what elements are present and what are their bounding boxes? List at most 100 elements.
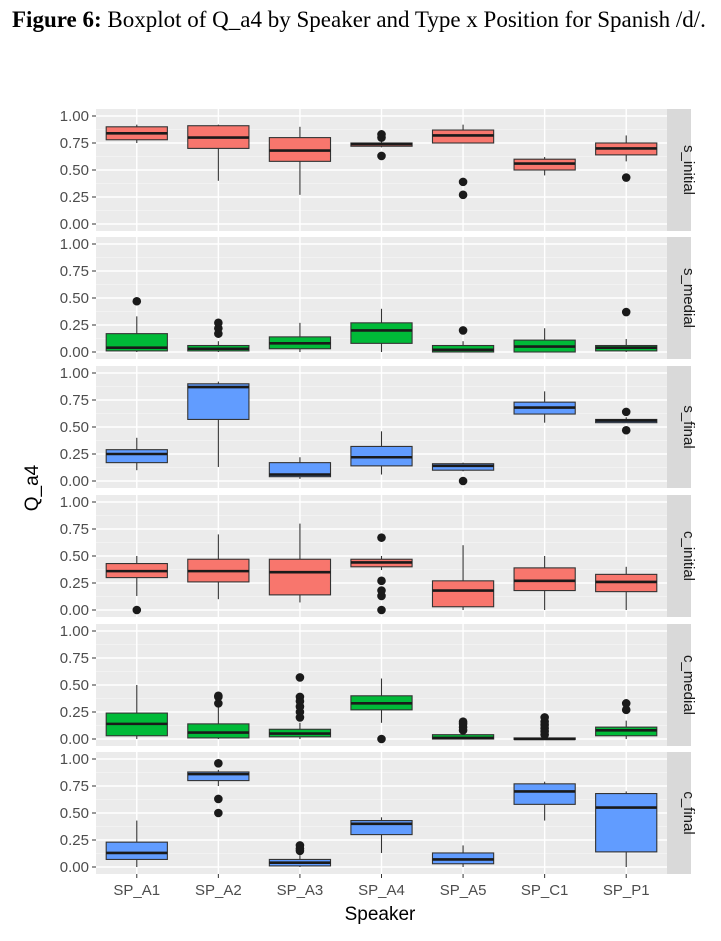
figure-caption: Figure 6: Boxplot of Q_a4 by Speaker and… <box>12 4 712 35</box>
y-tick-label: 0.75 <box>60 778 89 795</box>
y-tick-label: 0.50 <box>60 419 89 436</box>
facet-c_initial: 0.00 0.25 0.50 0.75 1.00 c_initial <box>60 494 697 619</box>
box-SP_A4 <box>350 308 413 352</box>
facet-strip-label: c_medial <box>680 655 697 715</box>
box-SP_A1 <box>105 124 168 143</box>
box-SP_A3 <box>268 523 332 603</box>
facet-c_medial: 0.00 0.25 0.50 0.75 1.00 c_medial <box>60 623 697 748</box>
outlier-point <box>214 699 223 708</box>
facet-strip-label: s_initial <box>680 145 697 195</box>
outlier-point <box>295 841 305 850</box>
outlier-point <box>377 151 386 161</box>
outlier-point <box>458 326 468 335</box>
box-SP_A2 <box>187 381 250 467</box>
y-tick-label: 0.00 <box>60 216 89 233</box>
box-body <box>105 841 168 860</box>
box-SP_C1 <box>513 781 576 821</box>
facet-strip <box>667 752 691 874</box>
facet-c_final: 0.00 0.25 0.50 0.75 1.00 c_final <box>60 751 697 876</box>
box-body <box>187 771 250 782</box>
outlier-point <box>377 576 386 586</box>
box-SP_A5 <box>431 717 495 740</box>
outlier-point <box>214 759 223 768</box>
box-SP_A3 <box>268 457 332 479</box>
box-body <box>513 567 576 592</box>
y-tick-label: 0.75 <box>60 521 89 538</box>
box-SP_A2 <box>187 318 250 352</box>
outlier-point <box>540 713 549 722</box>
box-SP_P1 <box>595 135 658 182</box>
box-body <box>595 793 658 853</box>
x-tick-label-SP_A1: SP_A1 <box>113 882 160 899</box>
facet-s_final: 0.00 0.25 0.50 0.75 1.00 s_final <box>60 365 697 490</box>
x-tick-label-SP_P1: SP_P1 <box>603 882 650 899</box>
box-SP_A1 <box>105 556 168 615</box>
y-tick-label: 1.00 <box>60 108 89 125</box>
y-tick-label: 0.25 <box>60 704 89 721</box>
facet-strip-label: c_final <box>680 791 697 834</box>
y-tick-label: 0.50 <box>60 290 89 307</box>
box-SP_C1 <box>513 713 576 741</box>
y-tick-label: 1.00 <box>60 623 89 640</box>
outlier-point <box>621 425 631 435</box>
y-tick-label: 1.00 <box>60 751 89 768</box>
y-tick-label: 0.75 <box>60 135 89 152</box>
y-axis-title: Q_a4 <box>22 464 43 511</box>
box-SP_A1 <box>105 296 168 352</box>
outlier-point <box>458 177 468 187</box>
x-axis-title: Speaker <box>345 904 416 925</box>
box-SP_A2 <box>187 124 250 181</box>
box-SP_A4 <box>350 817 413 853</box>
facet-strip-label: s_final <box>680 405 697 448</box>
y-tick-label: 0.00 <box>60 473 89 490</box>
box-body <box>187 723 250 739</box>
outlier-point <box>377 533 386 542</box>
box-SP_P1 <box>595 407 658 435</box>
y-tick-label: 0.50 <box>60 805 89 822</box>
box-SP_C1 <box>513 157 576 176</box>
y-tick-label: 1.00 <box>60 494 89 511</box>
y-tick-label: 0.25 <box>60 446 89 463</box>
y-tick-label: 0.50 <box>60 548 89 565</box>
y-tick-label: 0.25 <box>60 575 89 592</box>
box-SP_C1 <box>513 391 576 423</box>
box-SP_P1 <box>595 566 658 610</box>
y-tick-label: 0.25 <box>60 832 89 849</box>
x-axis: SP_A1 SP_A2 SP_A3 SP_A4 SP_A5 SP_C1 SP_P1 <box>113 874 650 899</box>
y-tick-label: 0.75 <box>60 263 89 280</box>
y-tick-label: 0.00 <box>60 602 89 619</box>
box-SP_A4 <box>350 431 413 475</box>
outlier-point <box>458 476 468 486</box>
y-tick-label: 0.50 <box>60 162 89 179</box>
box-SP_A5 <box>431 124 495 200</box>
facet-panels: 0.00 0.25 0.50 0.75 1.00 s_initial 0.00 0.25 0.5… <box>60 108 697 876</box>
box-body <box>268 462 332 478</box>
box-SP_A2 <box>187 534 250 600</box>
box-SP_A2 <box>187 691 250 739</box>
y-tick-label: 1.00 <box>60 236 89 253</box>
outlier-point <box>214 318 223 328</box>
outlier-point <box>295 673 305 682</box>
box-SP_A5 <box>431 545 495 610</box>
facet-strip <box>667 366 691 488</box>
box-body <box>431 580 495 608</box>
figure-label: Figure 6: <box>12 7 102 32</box>
facet-strip-label: c_initial <box>680 531 697 581</box>
box-SP_A4 <box>350 533 413 615</box>
box-SP_A3 <box>268 322 332 352</box>
outlier-point <box>377 605 386 615</box>
box-SP_A5 <box>431 462 495 486</box>
y-tick-label: 0.25 <box>60 189 89 206</box>
outlier-point <box>214 691 223 701</box>
outlier-point <box>458 190 468 200</box>
x-tick-label-SP_A2: SP_A2 <box>195 882 242 899</box>
facet-strip <box>667 624 691 746</box>
outlier-point <box>377 734 386 744</box>
box-SP_A4 <box>350 130 413 161</box>
facet-strip <box>667 495 691 617</box>
box-SP_A4 <box>350 678 413 744</box>
y-tick-label: 0.25 <box>60 317 89 334</box>
y-tick-label: 0.00 <box>60 859 89 876</box>
box-body <box>268 558 332 596</box>
